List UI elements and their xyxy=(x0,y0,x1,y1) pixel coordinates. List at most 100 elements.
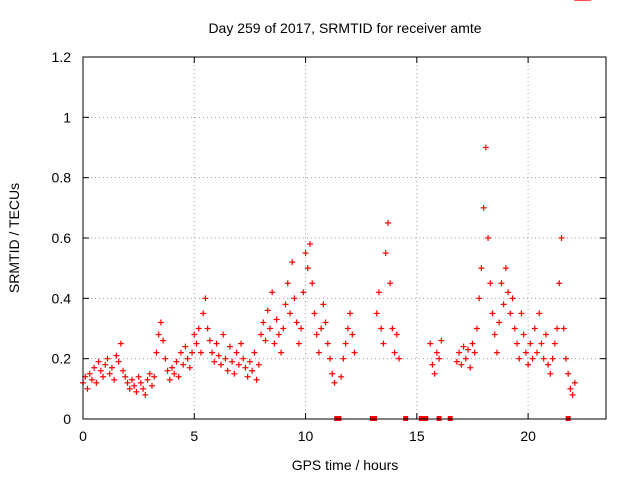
data-point xyxy=(520,331,527,338)
data-point xyxy=(373,310,380,317)
data-point xyxy=(122,373,129,380)
data-point xyxy=(485,235,492,241)
data-point xyxy=(556,280,563,287)
data-point xyxy=(95,358,102,365)
data-point xyxy=(166,376,173,383)
data-point xyxy=(327,355,334,362)
data-point xyxy=(151,373,158,380)
data-point xyxy=(137,379,144,386)
data-point xyxy=(382,250,389,257)
data-point xyxy=(389,325,396,332)
data-point xyxy=(320,301,327,308)
data-point xyxy=(540,355,547,362)
data-point xyxy=(478,265,485,272)
data-point xyxy=(140,385,147,392)
data-point xyxy=(384,219,391,226)
data-point xyxy=(396,355,403,362)
data-point xyxy=(351,349,358,356)
data-point xyxy=(126,385,133,392)
data-point xyxy=(260,319,267,326)
data-point xyxy=(88,376,95,383)
data-point xyxy=(567,385,574,392)
data-point xyxy=(311,310,318,317)
data-point xyxy=(500,301,507,308)
data-point xyxy=(226,343,233,350)
data-point xyxy=(340,355,347,362)
data-point xyxy=(266,325,273,332)
data-point xyxy=(391,349,398,356)
data-point xyxy=(280,325,287,332)
y-tick-label: 0.4 xyxy=(52,290,72,306)
data-point xyxy=(117,340,124,347)
data-point xyxy=(511,325,518,332)
data-point xyxy=(202,295,209,302)
data-point xyxy=(469,340,476,347)
data-point xyxy=(86,370,93,377)
data-point xyxy=(160,337,167,344)
data-point xyxy=(255,361,262,368)
data-point xyxy=(489,310,496,317)
data-point xyxy=(315,349,322,356)
data-point xyxy=(342,340,349,347)
data-point xyxy=(513,340,520,347)
data-point xyxy=(529,355,536,362)
data-point xyxy=(209,349,216,356)
y-tick-label: 0.6 xyxy=(52,230,72,246)
data-point xyxy=(460,343,467,350)
data-point xyxy=(456,349,463,356)
data-point xyxy=(204,325,211,332)
data-point xyxy=(184,355,191,362)
data-point xyxy=(97,367,104,374)
y-tick-label: 0.2 xyxy=(52,351,72,367)
data-point xyxy=(558,235,565,241)
data-point xyxy=(251,349,258,356)
data-point xyxy=(324,340,331,347)
data-point xyxy=(465,346,472,353)
grid-lines xyxy=(83,57,606,419)
y-tick-label: 0 xyxy=(63,411,71,427)
x-tick-label: 20 xyxy=(520,428,536,444)
data-point xyxy=(509,295,516,302)
data-point xyxy=(144,376,151,383)
data-point xyxy=(344,325,351,332)
y-tick-label: 0.8 xyxy=(52,170,72,186)
data-point xyxy=(213,340,220,347)
x-tick-label: 15 xyxy=(409,428,425,444)
data-point xyxy=(131,382,138,389)
data-point xyxy=(175,373,182,380)
data-point xyxy=(538,340,545,347)
data-point xyxy=(222,355,229,362)
data-point xyxy=(273,316,280,323)
data-point xyxy=(507,310,514,317)
data-point xyxy=(298,325,305,332)
data-point xyxy=(551,340,558,347)
data-point xyxy=(224,367,231,374)
data-point xyxy=(525,361,532,368)
data-point xyxy=(246,358,253,365)
data-point xyxy=(329,370,336,377)
data-point xyxy=(148,382,155,389)
data-point xyxy=(571,379,578,386)
data-point xyxy=(189,349,196,356)
data-point xyxy=(453,358,460,365)
data-point xyxy=(155,331,162,338)
data-point xyxy=(206,337,213,344)
data-point xyxy=(191,331,198,338)
y-tick-label: 1.2 xyxy=(52,49,72,65)
data-point xyxy=(375,289,382,296)
data-point xyxy=(433,349,440,356)
data-point xyxy=(534,349,541,356)
data-point xyxy=(220,331,227,338)
data-point xyxy=(565,370,572,377)
x-tick-label: 10 xyxy=(298,428,314,444)
data-point xyxy=(505,289,512,296)
data-point xyxy=(491,331,498,338)
data-point xyxy=(482,144,489,151)
data-point xyxy=(545,361,552,368)
data-point xyxy=(146,370,153,377)
data-point xyxy=(197,349,204,356)
data-point xyxy=(496,319,503,326)
data-point xyxy=(309,280,316,287)
data-point xyxy=(436,355,443,362)
